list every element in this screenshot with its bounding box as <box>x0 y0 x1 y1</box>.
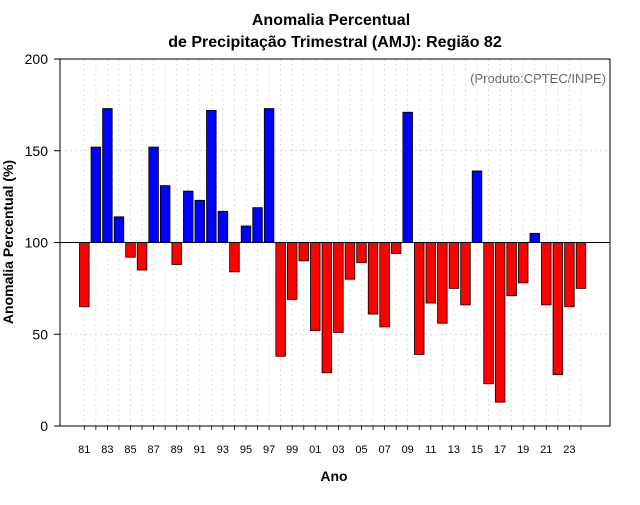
bar-2014 <box>460 242 471 306</box>
x-tick-label: 89 <box>171 444 183 456</box>
y-axis-title: Anomalia Percentual (%) <box>0 160 16 324</box>
x-tick-label: 21 <box>540 444 552 456</box>
bar-2005 <box>356 242 367 264</box>
x-tick-label: 03 <box>332 444 344 456</box>
bar-1998 <box>275 242 286 357</box>
bar-2008 <box>390 242 402 254</box>
x-tick-label: 83 <box>101 444 113 456</box>
x-tick-label: 17 <box>494 444 506 456</box>
bar-1997 <box>263 108 275 243</box>
bar-2023 <box>564 242 575 308</box>
x-tick-label: 19 <box>517 444 529 456</box>
grid-layer <box>60 59 610 426</box>
bar-1986 <box>136 242 148 271</box>
x-tick-label: 99 <box>286 444 298 456</box>
bar-2013 <box>448 242 460 289</box>
bar-2009 <box>402 111 413 243</box>
x-tick-label: 23 <box>563 444 575 456</box>
x-tick-label: 97 <box>263 444 275 456</box>
bar-1991 <box>194 199 206 243</box>
bar-1999 <box>286 242 298 300</box>
x-tick-label: 07 <box>378 444 390 456</box>
bar-1981 <box>79 242 90 308</box>
bar-2021 <box>541 242 552 306</box>
x-tick-label: 87 <box>147 444 159 456</box>
bar-1985 <box>125 242 136 258</box>
bar-2006 <box>367 242 379 315</box>
axes-layer: 0 50 100 150 200 81 83 85 87 89 91 93 95 97 99 01 03 05 07… <box>25 51 611 456</box>
bars-layer <box>79 108 587 403</box>
y-tick-label: 200 <box>25 51 49 67</box>
bar-1987 <box>148 146 159 243</box>
x-tick-label: 85 <box>124 444 136 456</box>
bar-2018 <box>506 242 517 297</box>
bar-1993 <box>217 210 229 243</box>
chart-title: Anomalia Percentual <box>252 12 410 29</box>
bar-1983 <box>102 108 113 243</box>
bar-2001 <box>310 242 321 331</box>
bar-2003 <box>333 242 344 333</box>
y-tick-label: 50 <box>32 326 48 342</box>
x-tick-label: 01 <box>309 444 321 456</box>
bar-1988 <box>159 185 171 243</box>
x-tick-label: 15 <box>471 444 483 456</box>
x-tick-label: 95 <box>240 444 252 456</box>
bar-2011 <box>425 242 437 304</box>
bar-2024 <box>575 242 587 289</box>
bar-2022 <box>552 242 564 376</box>
x-tick-label: 05 <box>355 444 367 456</box>
bar-1995 <box>240 225 252 243</box>
bar-2016 <box>483 242 494 385</box>
bar-2004 <box>344 242 356 280</box>
bar-2017 <box>494 242 506 403</box>
bar-2019 <box>518 242 529 284</box>
bar-2002 <box>321 242 333 374</box>
y-tick-label: 100 <box>25 235 49 251</box>
x-axis-title: Ano <box>320 468 347 484</box>
bar-1984 <box>113 216 125 243</box>
bar-1994 <box>229 242 240 273</box>
chart-subtitle: de Precipitação Trimestral (AMJ): Região… <box>168 34 502 51</box>
bar-1992 <box>206 109 217 243</box>
bar-1982 <box>90 146 102 243</box>
bar-2015 <box>471 170 483 243</box>
x-tick-label: 93 <box>217 444 229 456</box>
bar-2010 <box>414 242 425 355</box>
x-tick-label: 09 <box>402 444 414 456</box>
bar-2020 <box>529 232 540 243</box>
x-tick-label: 11 <box>425 444 436 456</box>
y-tick-label: 150 <box>25 143 49 159</box>
bar-1990 <box>183 190 194 243</box>
bar-1989 <box>171 242 182 265</box>
y-tick-label: 0 <box>40 418 48 434</box>
bar-1996 <box>252 207 263 243</box>
bar-2007 <box>379 242 390 328</box>
x-tick-label: 13 <box>448 444 460 456</box>
bar-2000 <box>298 242 309 262</box>
x-tick-label: 91 <box>194 444 206 456</box>
bar-2012 <box>437 242 448 324</box>
x-tick-label: 81 <box>78 444 90 456</box>
credit-label: (Produto:CPTEC/INPE) <box>470 71 606 86</box>
